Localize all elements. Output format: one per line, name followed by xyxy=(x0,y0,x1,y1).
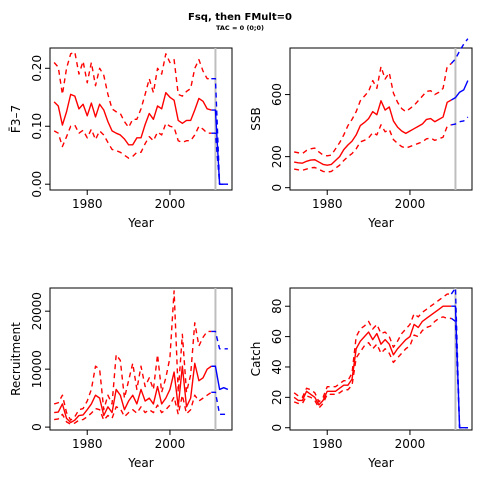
figure-title: Fsq, then FMult=0 xyxy=(188,12,292,23)
series-proj_upper xyxy=(211,78,228,185)
plot-frame xyxy=(289,287,473,431)
x-axis-label: Year xyxy=(367,216,393,230)
y-axis-label: Catch xyxy=(249,342,263,377)
series-upper xyxy=(53,51,212,129)
panel-catch: 1980 2000 0 20 40 60 80 Year Catch xyxy=(249,287,473,470)
y-axis-label: F̄3–7 xyxy=(9,105,23,133)
x-tick-label: 1980 xyxy=(312,437,343,451)
x-axis-label: Year xyxy=(127,216,153,230)
y-tick-label: 0.00 xyxy=(30,171,44,198)
series-median xyxy=(294,99,452,166)
series-median xyxy=(53,91,212,146)
x-tick-label: 1980 xyxy=(72,197,103,211)
y-tick-label: 0.10 xyxy=(30,113,44,140)
series-proj_upper xyxy=(450,38,469,64)
series-proj_lower xyxy=(211,391,228,416)
y-tick-label: 10000 xyxy=(30,350,44,388)
series-proj_upper xyxy=(211,330,228,350)
series-proj_lower xyxy=(211,132,228,185)
series-upper xyxy=(53,290,212,421)
series-lower xyxy=(53,122,212,159)
x-tick-label: 2000 xyxy=(395,197,426,211)
series-lower xyxy=(293,316,452,409)
x-tick-label: 1980 xyxy=(72,437,103,451)
y-tick-label: 60 xyxy=(270,329,284,344)
series-median xyxy=(293,305,452,406)
x-tick-label: 2000 xyxy=(155,197,186,211)
series-upper xyxy=(294,62,452,157)
plot-frame xyxy=(289,47,473,191)
series-proj_median xyxy=(450,80,469,101)
series-proj_median xyxy=(211,365,229,391)
y-tick-label: 20000 xyxy=(30,292,44,330)
panel-fbar: 1980 2000 0.00 0.10 0.20 Year F̄3–7 xyxy=(9,47,233,230)
x-tick-label: 2000 xyxy=(155,437,186,451)
x-axis-label: Year xyxy=(367,456,393,470)
y-tick-label: 20 xyxy=(270,390,284,405)
y-axis-label: Recruitment xyxy=(9,322,23,396)
series-proj_upper xyxy=(450,287,468,429)
x-tick-label: 1980 xyxy=(312,197,343,211)
y-tick-label: 0.20 xyxy=(30,55,44,82)
y-tick-label: 0 xyxy=(270,184,284,192)
series-upper xyxy=(293,293,452,403)
y-tick-label: 0 xyxy=(30,423,44,431)
series-proj_median xyxy=(211,109,228,185)
y-tick-label: 0 xyxy=(270,424,284,432)
x-tick-label: 2000 xyxy=(395,437,426,451)
figure-subtitle: TAC = 0 (0;0) xyxy=(216,24,264,32)
series-lower xyxy=(54,391,212,425)
y-tick-label: 600 xyxy=(270,83,284,106)
series-proj_lower xyxy=(451,116,469,126)
series-lower xyxy=(294,124,452,173)
x-axis-label: Year xyxy=(127,456,153,470)
y-axis-label: SSB xyxy=(249,107,263,130)
y-tick-label: 200 xyxy=(270,145,284,168)
series-proj_lower xyxy=(450,317,468,429)
y-tick-label: 80 xyxy=(270,299,284,314)
panel-ssb: 1980 2000 0 200 600 Year SSB xyxy=(249,38,473,230)
plot-frame xyxy=(49,287,233,431)
y-tick-label: 40 xyxy=(270,359,284,374)
series-median xyxy=(54,362,212,424)
plot-frame xyxy=(49,47,233,191)
